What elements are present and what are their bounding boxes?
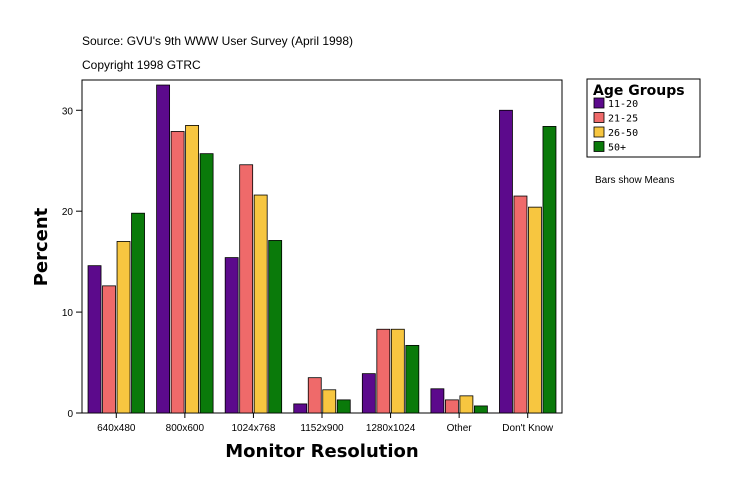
x-tick-label: 640x480	[97, 423, 136, 434]
bar-21-25-1024x768	[239, 164, 254, 414]
bar-21-25-Don't Know	[513, 195, 528, 414]
bar-11-20-800x600	[156, 84, 171, 414]
x-tick-label: 800x600	[166, 423, 205, 434]
bar-50+-1280x1024	[405, 344, 420, 414]
legend-swatch-26-50	[593, 126, 605, 138]
bars-note: Bars show Means	[595, 175, 674, 186]
legend-label-50+: 50+	[608, 143, 626, 154]
legend-label-21-25: 21-25	[608, 114, 638, 125]
bar-11-20-1024x768	[224, 257, 239, 414]
bar-26-50-640x480	[116, 241, 131, 414]
bar-50+-Don't Know	[542, 126, 557, 414]
legend-swatch-11-20	[593, 97, 605, 109]
bar-26-50-1152x900	[322, 389, 337, 414]
plot-area	[81, 79, 563, 414]
bar-11-20-640x480	[87, 265, 102, 414]
bar-26-50-Don't Know	[528, 206, 542, 414]
source-text: Source: GVU's 9th WWW User Survey (April…	[82, 34, 353, 48]
x-tick-label: 1280x1024	[366, 423, 416, 434]
bar-50+-640x480	[131, 212, 145, 414]
y-tick-label: 30	[62, 106, 74, 117]
bar-11-20-1280x1024	[361, 373, 376, 414]
y-tick-label: 20	[62, 207, 74, 218]
bar-11-20-1152x900	[293, 403, 308, 414]
x-tick-label: Other	[447, 423, 473, 434]
bar-50+-Other	[473, 405, 488, 414]
x-tick-label: Don't Know	[502, 423, 554, 434]
bar-21-25-800x600	[170, 131, 185, 414]
legend-swatch-21-25	[593, 112, 605, 123]
y-axis-label: Percent	[31, 207, 52, 286]
x-tick-label: 1024x768	[231, 423, 275, 434]
bar-26-50-Other	[459, 395, 474, 414]
bar-21-25-Other	[444, 399, 459, 414]
bar-21-25-640x480	[102, 285, 116, 414]
x-axis-label: Monitor Resolution	[225, 441, 418, 462]
bar-21-25-1152x900	[307, 377, 322, 414]
copyright-text: Copyright 1998 GTRC	[82, 58, 201, 72]
x-tick-label: 1152x900	[300, 423, 344, 434]
bar-21-25-1280x1024	[376, 328, 391, 414]
y-tick-label: 0	[67, 409, 73, 420]
bar-11-20-Other	[430, 388, 445, 414]
legend-box	[586, 78, 701, 158]
y-tick-label: 10	[62, 308, 74, 319]
bar-26-50-1280x1024	[390, 328, 405, 414]
legend-title: Age Groups	[593, 83, 685, 99]
legend: Age Groups 11-20 21-25 26-50 50+	[586, 78, 701, 158]
bar-50+-800x600	[199, 153, 214, 414]
legend-swatch-50+	[593, 141, 605, 152]
legend-label-11-20: 11-20	[608, 99, 638, 110]
bar-11-20-Don't Know	[499, 109, 513, 414]
bar-50+-1152x900	[336, 399, 351, 414]
bar-50+-1024x768	[268, 240, 283, 414]
legend-label-26-50: 26-50	[608, 128, 638, 139]
bar-26-50-1024x768	[253, 194, 268, 414]
bar-26-50-800x600	[185, 125, 200, 414]
